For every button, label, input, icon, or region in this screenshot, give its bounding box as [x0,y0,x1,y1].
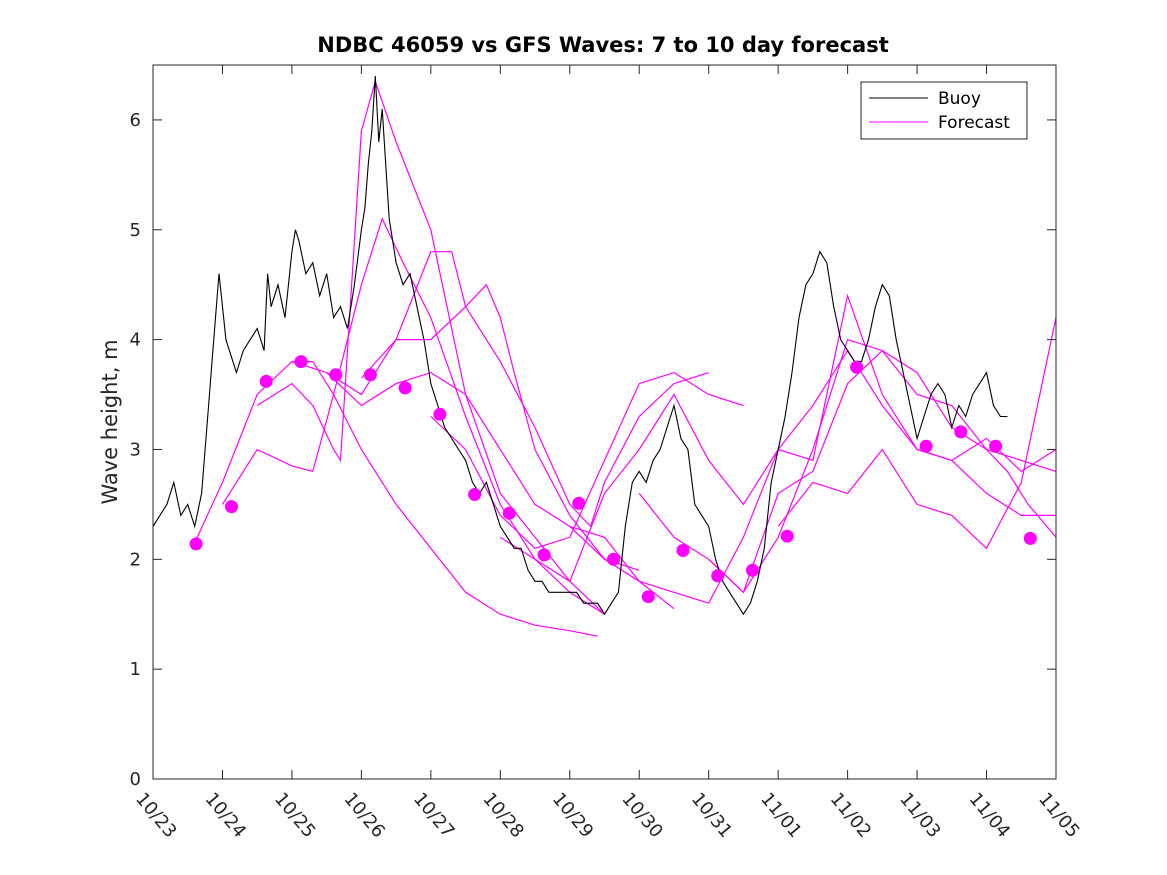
y-axis: 0 1 2 3 4 5 6 [130,110,1056,790]
forecast-marker-2 [225,500,238,514]
plot-frame [152,64,1057,780]
forecast-marker-20 [919,439,933,453]
plot-area [153,65,1056,779]
legend-buoy-label: Buoy [938,89,981,109]
forecast-line-6 [360,305,709,528]
forecast-marker-11 [537,548,551,562]
forecast-marker-16 [711,569,725,583]
buoy-line [152,75,1008,616]
y-axis-label: Wave height, m [98,339,122,504]
forecast-marker-3 [259,374,273,388]
forecast-marker-7 [398,381,412,395]
forecast-marker-12 [572,496,586,510]
forecast-markers [189,355,1037,604]
forecast-marker-22 [989,439,1003,453]
forecast-line-12 [777,317,1057,550]
forecast-marker-10 [502,506,516,520]
forecast-line-7 [430,371,744,549]
y-tick-label: 2 [130,549,141,570]
forecast-marker-15 [676,544,690,557]
forecast-marker-21 [954,425,968,439]
legend: Buoy Forecast [860,81,1028,140]
forecast-marker-17 [746,563,759,577]
forecast-marker-9 [468,488,482,501]
forecast-marker-18 [780,529,794,543]
buoy-series [152,75,1008,616]
y-tick-label: 1 [130,659,141,680]
legend-box [860,81,1028,140]
y-tick-label: 0 [130,769,141,790]
forecast-marker-14 [641,590,655,604]
forecast-marker-13 [607,552,620,566]
chart-title: NDBC 46059 vs GFS Waves: 7 to 10 day for… [317,33,888,57]
forecast-line-9 [569,349,1056,604]
y-tick-label: 4 [130,330,141,351]
y-tick-label: 5 [130,220,141,241]
y-tick-label: 6 [130,110,141,131]
forecast-marker-4 [294,355,308,369]
forecast-line-1 [194,361,598,637]
legend-forecast-label: Forecast [938,113,1010,133]
forecast-marker-5 [329,368,343,382]
forecast-marker-19 [850,360,864,374]
forecast-line-3 [256,79,605,615]
forecast-marker-1 [189,537,203,551]
y-tick-label: 3 [130,439,141,460]
forecast-marker-8 [433,407,447,421]
forecast-marker-23 [1023,531,1037,545]
forecast-marker-6 [363,368,377,382]
